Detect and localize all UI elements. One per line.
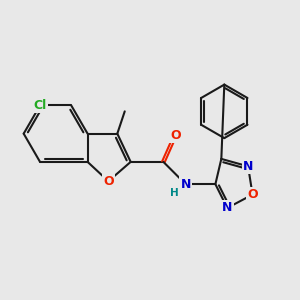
Text: H: H [170, 188, 179, 198]
Text: O: O [103, 175, 114, 188]
Text: Cl: Cl [33, 99, 47, 112]
Text: N: N [243, 160, 253, 173]
Text: N: N [222, 202, 232, 214]
Text: O: O [170, 129, 181, 142]
Text: O: O [247, 188, 258, 201]
Text: N: N [181, 178, 191, 191]
